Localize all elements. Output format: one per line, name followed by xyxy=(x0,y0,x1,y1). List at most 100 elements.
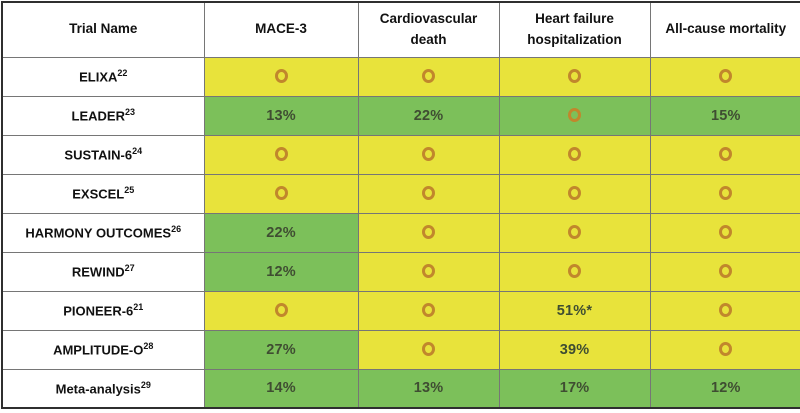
trial-name-cell: LEADER23 xyxy=(1,95,205,136)
no-effect-ring-icon xyxy=(719,264,733,279)
reference-superscript: 29 xyxy=(140,380,151,391)
outcome-cell-all-cause-mortality xyxy=(649,134,800,175)
no-effect-ring-icon xyxy=(719,303,733,318)
reference-superscript: 25 xyxy=(124,185,135,196)
risk-reduction-value: 22% xyxy=(413,107,444,124)
risk-reduction-value: 12% xyxy=(266,263,296,280)
column-header-cardiovascular-death: Cardiovascular death xyxy=(357,1,500,58)
outcome-cell-heart-failure-hospitalization: 17% xyxy=(498,368,651,409)
table-row-rewind: REWIND27 12% xyxy=(1,251,800,292)
no-effect-ring-icon xyxy=(422,147,435,162)
outcome-cell-mace-3: 12% xyxy=(203,251,359,292)
outcome-cell-cardiovascular-death xyxy=(357,290,500,331)
trial-name-cell: PIONEER-621 xyxy=(1,290,205,331)
risk-reduction-value: 14% xyxy=(266,380,296,397)
trial-name-label: LEADER xyxy=(71,108,125,124)
table-row-sustain-6: SUSTAIN-624 xyxy=(1,134,800,175)
trial-name-cell: AMPLITUDE-O28 xyxy=(1,329,205,370)
table-row-leader: LEADER23 13% 22% 15% xyxy=(1,95,800,136)
reference-superscript: 26 xyxy=(171,224,182,235)
trial-name-cell: Meta-analysis29 xyxy=(1,368,205,409)
trial-name-label: PIONEER-6 xyxy=(63,303,134,319)
outcome-cell-mace-3: 13% xyxy=(203,95,359,136)
outcome-cell-all-cause-mortality: 15% xyxy=(649,95,800,136)
table-row-meta-analysis: Meta-analysis29 14% 13% 17% 12% xyxy=(1,368,800,409)
no-effect-ring-icon xyxy=(719,186,733,201)
table-row-harmony-outcomes: HARMONY OUTCOMES26 22% xyxy=(1,212,800,253)
no-effect-ring-icon xyxy=(274,69,288,84)
table-row-elixa: ELIXA22 xyxy=(1,56,800,97)
reference-superscript: 23 xyxy=(124,107,135,118)
no-effect-ring-icon xyxy=(422,303,435,318)
trial-name-label: REWIND xyxy=(71,264,125,280)
outcome-cell-heart-failure-hospitalization: 39% xyxy=(498,329,651,370)
outcome-cell-cardiovascular-death xyxy=(357,173,500,214)
outcome-cell-mace-3: 14% xyxy=(203,368,359,409)
no-effect-ring-icon xyxy=(422,69,435,84)
column-header-trial-name: Trial Name xyxy=(1,1,205,58)
risk-reduction-value: 13% xyxy=(413,380,444,397)
trial-name-label: AMPLITUDE-O xyxy=(53,342,144,358)
trial-name-cell: REWIND27 xyxy=(1,251,205,292)
outcome-cell-mace-3 xyxy=(203,290,359,331)
outcome-cell-heart-failure-hospitalization xyxy=(498,134,651,175)
outcome-cell-cardiovascular-death: 22% xyxy=(357,95,500,136)
outcome-cell-heart-failure-hospitalization xyxy=(498,95,651,136)
reference-superscript: 21 xyxy=(133,302,144,313)
reference-superscript: 22 xyxy=(117,68,128,79)
trial-name-label: EXSCEL xyxy=(72,186,125,202)
outcome-cell-heart-failure-hospitalization xyxy=(498,212,651,253)
outcome-cell-all-cause-mortality xyxy=(649,212,800,253)
trial-name-label: Meta-analysis xyxy=(55,381,141,397)
no-effect-ring-icon xyxy=(422,186,435,201)
outcome-cell-cardiovascular-death xyxy=(357,212,500,253)
trial-name-label: SUSTAIN-6 xyxy=(64,147,133,163)
trial-name-label: HARMONY OUTCOMES xyxy=(25,225,172,241)
no-effect-ring-icon xyxy=(568,108,581,123)
trial-name-label: ELIXA xyxy=(79,69,118,85)
outcome-cell-heart-failure-hospitalization: 51%* xyxy=(498,290,651,331)
outcome-cell-mace-3: 22% xyxy=(203,212,359,253)
outcome-cell-cardiovascular-death xyxy=(357,251,500,292)
outcome-cell-cardiovascular-death xyxy=(357,329,500,370)
outcome-cell-all-cause-mortality xyxy=(649,329,800,370)
no-effect-ring-icon xyxy=(274,186,288,201)
no-effect-ring-icon xyxy=(422,225,435,240)
trial-name-cell: EXSCEL25 xyxy=(1,173,205,214)
risk-reduction-value: 22% xyxy=(266,224,296,241)
table-body: ELIXA22 LEADER23 13% 22% 15% SUSTAIN-624 EXSCE… xyxy=(1,56,800,409)
outcome-cell-cardiovascular-death xyxy=(357,134,500,175)
risk-reduction-value: 15% xyxy=(710,107,741,124)
outcome-cell-all-cause-mortality xyxy=(649,290,800,331)
outcome-cell-all-cause-mortality: 12% xyxy=(649,368,800,409)
no-effect-ring-icon xyxy=(422,342,435,357)
outcome-cell-cardiovascular-death: 13% xyxy=(357,368,500,409)
no-effect-ring-icon xyxy=(274,147,288,162)
outcome-cell-heart-failure-hospitalization xyxy=(498,56,651,97)
risk-reduction-value: 39% xyxy=(559,341,590,358)
risk-reduction-value: 13% xyxy=(266,107,296,124)
column-header-all-cause-mortality: All-cause mortality xyxy=(649,1,800,58)
table-row-amplitude-o: AMPLITUDE-O28 27% 39% xyxy=(1,329,800,370)
no-effect-ring-icon xyxy=(422,264,435,279)
no-effect-ring-icon xyxy=(568,264,581,279)
outcome-cell-mace-3 xyxy=(203,173,359,214)
table-row-exscel: EXSCEL25 xyxy=(1,173,800,214)
outcome-cell-cardiovascular-death xyxy=(357,56,500,97)
outcome-cell-all-cause-mortality xyxy=(649,56,800,97)
outcome-cell-heart-failure-hospitalization xyxy=(498,251,651,292)
trial-name-cell: SUSTAIN-624 xyxy=(1,134,205,175)
no-effect-ring-icon xyxy=(719,147,733,162)
outcome-cell-all-cause-mortality xyxy=(649,251,800,292)
no-effect-ring-icon xyxy=(568,225,581,240)
risk-reduction-value: 17% xyxy=(559,380,590,397)
reference-superscript: 28 xyxy=(143,341,154,352)
reference-superscript: 27 xyxy=(124,263,135,274)
no-effect-ring-icon xyxy=(568,186,581,201)
header-row: Trial Name MACE-3 Cardiovascular death Hear… xyxy=(1,1,800,58)
no-effect-ring-icon xyxy=(719,225,733,240)
outcome-cell-mace-3 xyxy=(203,56,359,97)
trial-name-cell: HARMONY OUTCOMES26 xyxy=(1,212,205,253)
